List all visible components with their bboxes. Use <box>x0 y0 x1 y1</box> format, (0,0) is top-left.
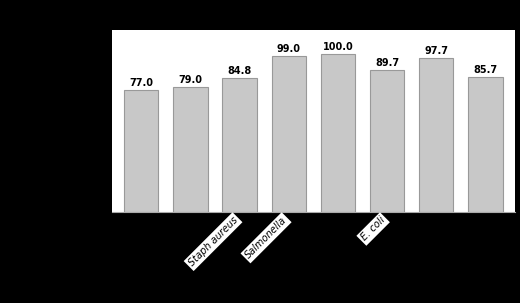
Text: 85.7: 85.7 <box>473 65 497 75</box>
Text: E. coli: E. coli <box>359 215 387 243</box>
Bar <box>321 54 355 212</box>
Text: 100.0: 100.0 <box>322 42 353 52</box>
Text: 84.8: 84.8 <box>227 66 252 76</box>
Text: Staph aureus: Staph aureus <box>187 215 240 268</box>
Text: 77.0: 77.0 <box>129 78 153 88</box>
Text: Figure 1 Average annual acceptable levels of contamination of dairy products in : Figure 1 Average annual acceptable level… <box>3 281 390 300</box>
Bar <box>370 70 404 212</box>
Bar <box>223 78 257 212</box>
Bar <box>173 87 207 212</box>
Bar <box>124 90 159 212</box>
Bar <box>468 77 502 212</box>
Bar <box>271 55 306 212</box>
Text: 97.7: 97.7 <box>424 46 448 56</box>
Text: 99.0: 99.0 <box>277 44 301 54</box>
Text: 79.0: 79.0 <box>178 75 202 85</box>
Text: Salmonella: Salmonella <box>243 215 289 261</box>
Bar <box>419 58 453 212</box>
Text: 89.7: 89.7 <box>375 58 399 68</box>
